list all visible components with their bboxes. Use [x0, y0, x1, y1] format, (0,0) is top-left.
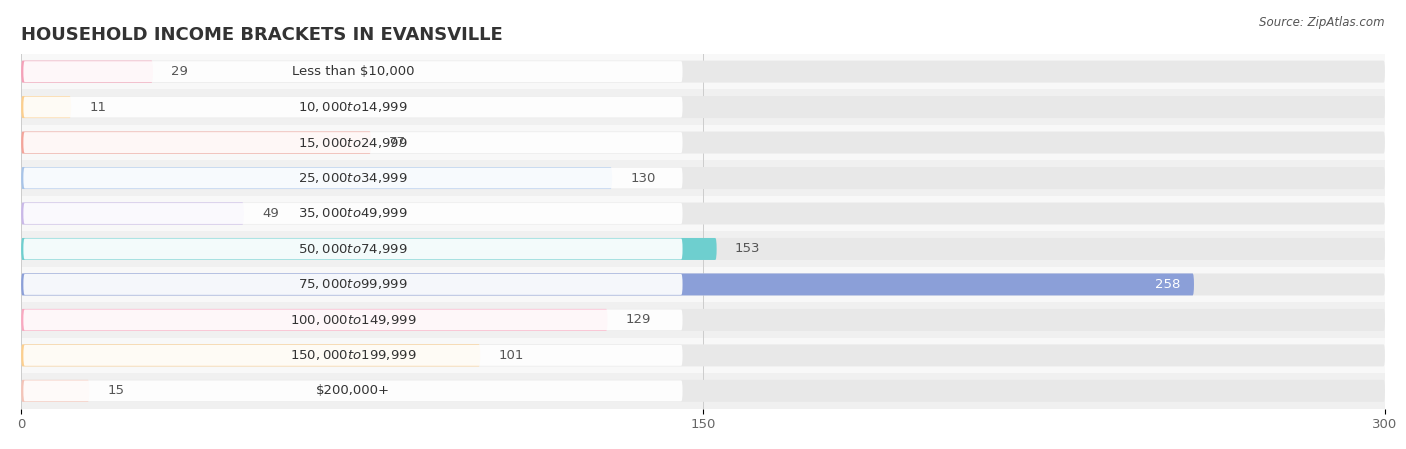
FancyBboxPatch shape — [21, 132, 1385, 154]
FancyBboxPatch shape — [24, 309, 682, 330]
FancyBboxPatch shape — [24, 380, 682, 401]
Text: $10,000 to $14,999: $10,000 to $14,999 — [298, 100, 408, 114]
FancyBboxPatch shape — [21, 202, 243, 224]
Text: $15,000 to $24,999: $15,000 to $24,999 — [298, 136, 408, 150]
Text: 49: 49 — [262, 207, 278, 220]
FancyBboxPatch shape — [21, 238, 717, 260]
FancyBboxPatch shape — [21, 167, 612, 189]
FancyBboxPatch shape — [21, 202, 1385, 224]
Text: $50,000 to $74,999: $50,000 to $74,999 — [298, 242, 408, 256]
Text: 153: 153 — [735, 242, 761, 255]
Bar — [21, 89, 1385, 125]
FancyBboxPatch shape — [24, 167, 682, 189]
FancyBboxPatch shape — [21, 273, 1385, 295]
Text: 129: 129 — [626, 313, 651, 326]
FancyBboxPatch shape — [21, 273, 1194, 295]
FancyBboxPatch shape — [21, 132, 371, 154]
Bar — [21, 231, 1385, 267]
Text: HOUSEHOLD INCOME BRACKETS IN EVANSVILLE: HOUSEHOLD INCOME BRACKETS IN EVANSVILLE — [21, 26, 503, 44]
FancyBboxPatch shape — [21, 380, 1385, 402]
Bar — [21, 267, 1385, 302]
FancyBboxPatch shape — [21, 96, 72, 118]
FancyBboxPatch shape — [24, 61, 682, 82]
Bar — [21, 373, 1385, 409]
Bar — [21, 160, 1385, 196]
FancyBboxPatch shape — [21, 238, 1385, 260]
Text: $150,000 to $199,999: $150,000 to $199,999 — [290, 348, 416, 362]
Bar — [21, 54, 1385, 89]
Bar — [21, 196, 1385, 231]
FancyBboxPatch shape — [24, 132, 682, 153]
FancyBboxPatch shape — [21, 309, 607, 331]
Bar — [21, 302, 1385, 338]
Text: 130: 130 — [630, 172, 655, 185]
Text: 11: 11 — [90, 101, 107, 114]
FancyBboxPatch shape — [21, 61, 1385, 83]
FancyBboxPatch shape — [21, 380, 90, 402]
Text: Source: ZipAtlas.com: Source: ZipAtlas.com — [1260, 16, 1385, 29]
Bar — [21, 338, 1385, 373]
Text: $200,000+: $200,000+ — [316, 384, 389, 397]
FancyBboxPatch shape — [21, 167, 1385, 189]
Text: $75,000 to $99,999: $75,000 to $99,999 — [298, 277, 408, 291]
Text: $25,000 to $34,999: $25,000 to $34,999 — [298, 171, 408, 185]
FancyBboxPatch shape — [21, 61, 153, 83]
Text: 29: 29 — [172, 65, 188, 78]
Text: 15: 15 — [107, 384, 125, 397]
Text: $100,000 to $149,999: $100,000 to $149,999 — [290, 313, 416, 327]
FancyBboxPatch shape — [21, 344, 481, 366]
FancyBboxPatch shape — [24, 203, 682, 224]
FancyBboxPatch shape — [24, 97, 682, 118]
Text: 258: 258 — [1154, 278, 1181, 291]
FancyBboxPatch shape — [21, 309, 1385, 331]
FancyBboxPatch shape — [21, 96, 1385, 118]
Text: 77: 77 — [389, 136, 406, 149]
Text: $35,000 to $49,999: $35,000 to $49,999 — [298, 207, 408, 220]
Text: Less than $10,000: Less than $10,000 — [291, 65, 415, 78]
FancyBboxPatch shape — [24, 274, 682, 295]
Text: 101: 101 — [499, 349, 524, 362]
FancyBboxPatch shape — [21, 344, 1385, 366]
FancyBboxPatch shape — [24, 238, 682, 260]
Bar — [21, 125, 1385, 160]
FancyBboxPatch shape — [24, 345, 682, 366]
